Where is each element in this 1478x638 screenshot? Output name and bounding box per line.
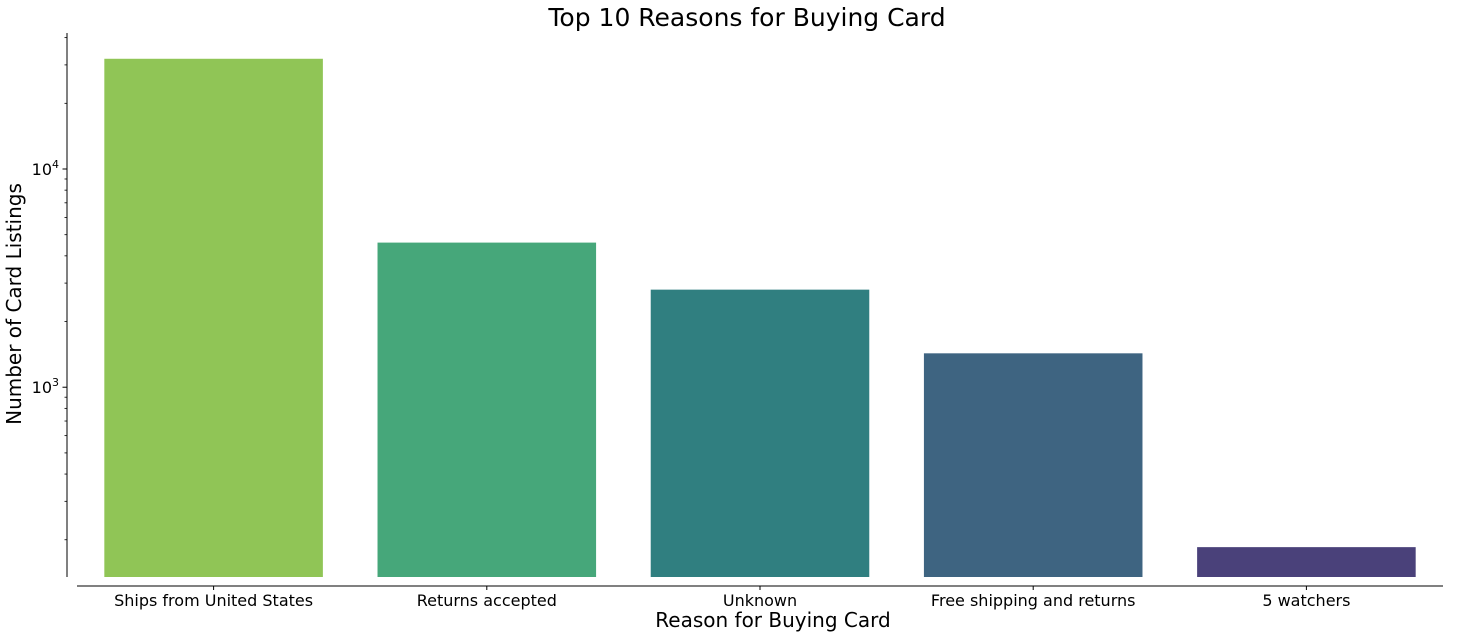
bar-4 xyxy=(1197,547,1416,577)
bar-2 xyxy=(650,289,870,577)
x-axis-label: Reason for Buying Card xyxy=(655,608,890,632)
y-axis-label: Number of Card Listings xyxy=(2,183,26,425)
x-axis: Ships from United States Returns accepted… xyxy=(77,585,1443,610)
y-axis: 103 104 xyxy=(32,33,68,577)
bar-0 xyxy=(104,58,323,578)
y-tick-label: 104 xyxy=(32,158,59,179)
bars-group xyxy=(104,58,1416,578)
x-tick-label: Free shipping and returns xyxy=(931,591,1136,610)
bar-1 xyxy=(377,242,597,577)
x-tick-label: Returns accepted xyxy=(417,591,557,610)
x-tick-label: Ships from United States xyxy=(114,591,313,610)
y-tick-label: 103 xyxy=(32,376,59,397)
chart-title: Top 10 Reasons for Buying Card xyxy=(547,3,945,32)
x-tick-label: 5 watchers xyxy=(1262,591,1350,610)
bar-3 xyxy=(923,353,1143,577)
x-tick-label: Unknown xyxy=(723,591,797,610)
